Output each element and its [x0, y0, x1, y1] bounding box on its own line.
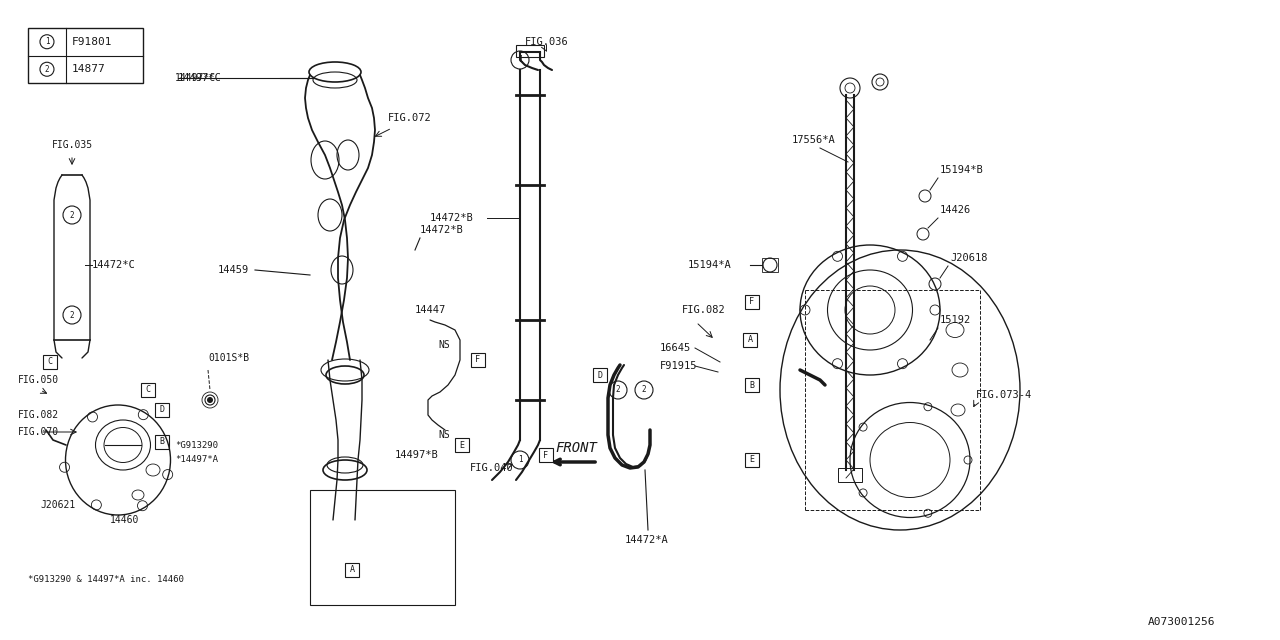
Text: C: C — [47, 358, 52, 367]
Text: FIG.040: FIG.040 — [470, 463, 513, 473]
Text: 14472*B: 14472*B — [420, 225, 463, 235]
Bar — [745, 378, 759, 392]
Text: 15194*A: 15194*A — [689, 260, 732, 270]
Text: 2: 2 — [69, 310, 74, 319]
Bar — [762, 258, 778, 272]
Text: 2: 2 — [641, 385, 646, 394]
Bar — [745, 295, 759, 309]
Text: FIG.035: FIG.035 — [52, 140, 93, 150]
Text: 14497*C: 14497*C — [178, 73, 221, 83]
Text: F91801: F91801 — [72, 36, 113, 47]
Text: 2: 2 — [69, 211, 74, 220]
Text: FIG.082: FIG.082 — [18, 410, 59, 420]
Text: 14472*C: 14472*C — [92, 260, 136, 270]
Bar — [593, 368, 607, 382]
Text: *14497*A: *14497*A — [175, 456, 218, 465]
Text: 14472*A: 14472*A — [625, 535, 668, 545]
Text: FIG.072: FIG.072 — [388, 113, 431, 123]
Bar — [742, 333, 756, 347]
Text: F: F — [475, 355, 480, 365]
Bar — [454, 438, 468, 452]
Text: FRONT: FRONT — [556, 441, 596, 455]
Bar — [44, 355, 58, 369]
Text: 15194*B: 15194*B — [940, 165, 984, 175]
Text: J20618: J20618 — [950, 253, 987, 263]
Bar — [838, 468, 861, 482]
Text: D: D — [598, 371, 603, 380]
Text: NS: NS — [438, 430, 449, 440]
Text: *G913290 & 14497*A inc. 14460: *G913290 & 14497*A inc. 14460 — [28, 575, 184, 584]
Text: 2: 2 — [45, 65, 50, 74]
Text: 17556*A: 17556*A — [792, 135, 836, 145]
Text: F: F — [544, 451, 549, 460]
Bar — [155, 403, 169, 417]
Text: 14497*C――――――: 14497*C―――――― — [175, 73, 251, 83]
Text: 14877: 14877 — [72, 64, 106, 74]
Bar — [516, 45, 544, 57]
Text: 1: 1 — [517, 456, 522, 465]
Text: 15192: 15192 — [940, 315, 972, 325]
Text: E: E — [460, 440, 465, 449]
Text: B: B — [750, 381, 754, 390]
Text: F: F — [750, 298, 754, 307]
Text: FIG.036: FIG.036 — [525, 37, 568, 47]
Text: B: B — [160, 438, 165, 447]
Text: 14497*B: 14497*B — [396, 450, 439, 460]
Text: A: A — [349, 566, 355, 575]
Bar — [471, 353, 485, 367]
Bar — [310, 490, 454, 605]
Text: D: D — [160, 406, 165, 415]
Text: C: C — [146, 385, 151, 394]
Text: 16645: 16645 — [660, 343, 691, 353]
Bar — [539, 448, 553, 462]
Text: 1: 1 — [45, 37, 50, 46]
Text: 0101S*B: 0101S*B — [207, 353, 250, 363]
Text: FIG.073-4: FIG.073-4 — [977, 390, 1032, 400]
Text: FIG.070: FIG.070 — [18, 427, 59, 437]
Text: FIG.050: FIG.050 — [18, 375, 59, 385]
Bar — [155, 435, 169, 449]
Text: E: E — [750, 456, 754, 465]
Bar — [346, 563, 358, 577]
Text: FIG.082: FIG.082 — [682, 305, 726, 315]
Circle shape — [207, 397, 212, 403]
Bar — [745, 453, 759, 467]
Text: NS: NS — [438, 340, 449, 350]
Text: 14472*B: 14472*B — [430, 213, 474, 223]
Text: 2: 2 — [616, 385, 621, 394]
Text: A073001256: A073001256 — [1148, 617, 1216, 627]
Text: 14459: 14459 — [218, 265, 250, 275]
Text: *G913290: *G913290 — [175, 440, 218, 449]
Text: A: A — [748, 335, 753, 344]
Bar — [141, 383, 155, 397]
Text: 14447: 14447 — [415, 305, 447, 315]
Text: 14460: 14460 — [110, 515, 140, 525]
Text: 14426: 14426 — [940, 205, 972, 215]
Bar — [28, 28, 143, 83]
Text: F91915: F91915 — [660, 361, 698, 371]
Text: J20621: J20621 — [40, 500, 76, 510]
Text: 1: 1 — [517, 56, 522, 65]
